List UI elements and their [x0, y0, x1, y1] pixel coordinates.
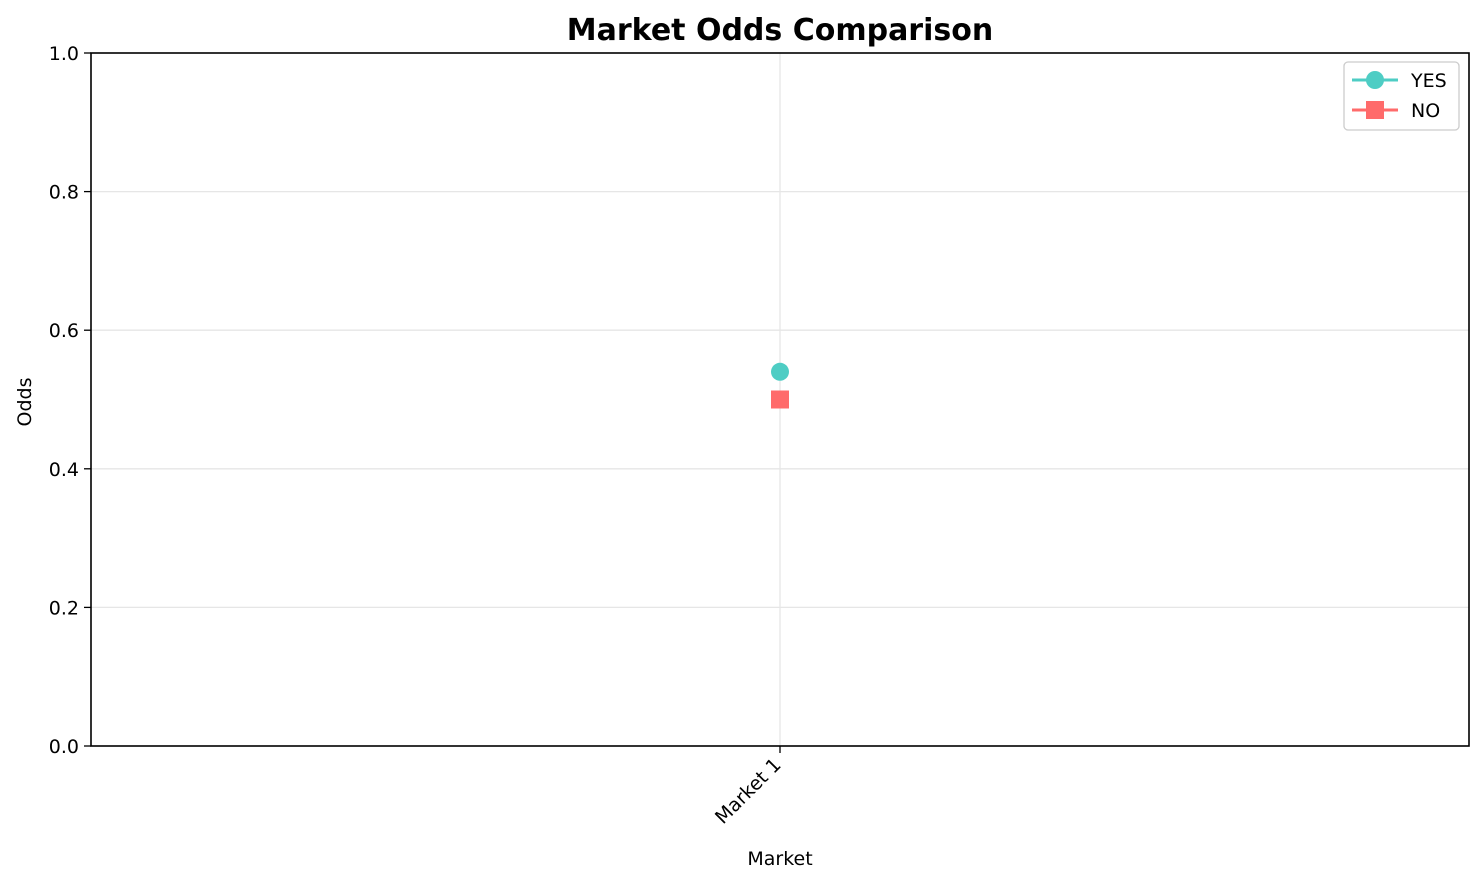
legend-label-no: NO: [1411, 100, 1440, 122]
y-tick-label: 0.8: [49, 182, 79, 204]
legend-item-yes: YES: [1352, 70, 1447, 92]
y-tick-label: 0.6: [49, 320, 79, 342]
y-axis-label: Odds: [14, 378, 36, 427]
data-point-no: [771, 390, 789, 409]
legend: YES NO: [1343, 61, 1460, 131]
legend-items: YES NO: [1352, 70, 1447, 122]
legend-marker-yes: [1366, 71, 1384, 89]
legend-marker-no: [1366, 101, 1384, 119]
y-axis-ticks: 0.0 0.2 0.4 0.6 0.8 1.0: [49, 43, 91, 758]
data-markers: [771, 362, 789, 409]
y-tick-label: 1.0: [49, 43, 79, 65]
x-axis-label: Market: [747, 848, 812, 870]
data-point-yes: [771, 362, 789, 381]
y-tick-label: 0.2: [49, 597, 79, 619]
y-tick-label: 0.4: [49, 459, 79, 481]
chart-title: Market Odds Comparison: [567, 13, 993, 48]
y-tick-label: 0.0: [49, 736, 79, 758]
legend-item-no: NO: [1352, 100, 1440, 122]
legend-label-yes: YES: [1410, 70, 1447, 92]
